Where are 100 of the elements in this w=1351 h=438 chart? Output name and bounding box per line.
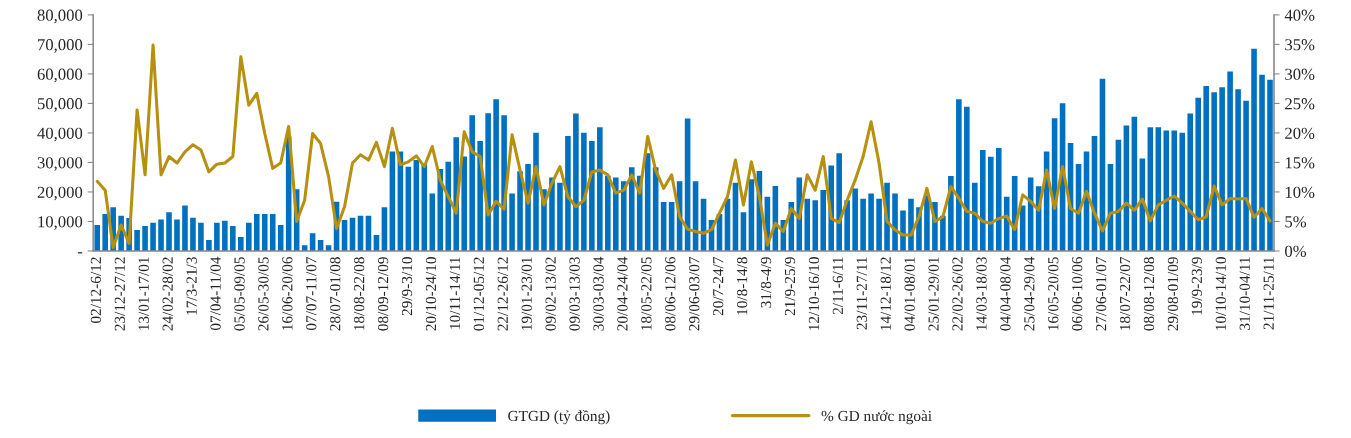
bar <box>1163 130 1170 251</box>
x-tick-label: 2/11-6/11 <box>832 257 844 315</box>
y2-tick-label: 30% <box>1285 68 1315 80</box>
y2-tick-label: 15% <box>1285 157 1315 169</box>
x-tick-label: 08/06-12/06 <box>665 256 676 331</box>
y-tick-label: 10,000 <box>38 216 83 230</box>
x-tick-label: 08/08-12/08 <box>1143 257 1155 331</box>
y2-tick-label: 0% <box>1285 245 1307 257</box>
bar <box>900 210 906 251</box>
bar <box>1195 97 1201 251</box>
bar <box>876 198 882 251</box>
bar <box>804 198 811 251</box>
x-tick-label: 08/09-12/09 <box>377 257 389 331</box>
bar <box>980 150 986 251</box>
y-tick-label: - <box>77 252 83 254</box>
bar <box>995 147 1002 251</box>
bar <box>1003 196 1010 251</box>
x-tick-label: 02/12-6/12 <box>90 257 102 323</box>
bar <box>158 219 164 251</box>
y-tick-label: 50,000 <box>37 98 83 112</box>
bar <box>485 113 491 251</box>
bar <box>150 222 156 251</box>
bar <box>597 127 603 251</box>
x-tick-label: 22/12-26/12 <box>497 257 508 331</box>
x-tick-label: 21/11-25/11 <box>1263 257 1274 330</box>
x-tick-label: 23/12-27/12 <box>114 257 125 331</box>
x-tick-label: 12/10-16/10 <box>808 257 820 330</box>
x-tick-label: 04/04-08/04 <box>1000 256 1011 331</box>
y2-tick-label: 10% <box>1285 186 1315 198</box>
x-tick-label: 16/05-20/05 <box>1048 257 1059 330</box>
bar <box>269 214 276 251</box>
x-tick-label: 18/08-22/08 <box>354 257 365 330</box>
x-tick-label: 23/11-27/11 <box>856 257 867 330</box>
x-tick-label: 13/01-17/01 <box>138 257 149 330</box>
bar <box>589 140 595 251</box>
bar <box>261 214 268 251</box>
bar <box>987 156 994 251</box>
x-tick-label: 07/04-11/04 <box>210 256 221 331</box>
x-tick-label: 10/11-14/11 <box>449 257 461 329</box>
bar <box>461 156 467 251</box>
x-tick-label: 17/3-21/3 <box>186 257 197 315</box>
bar <box>437 168 444 251</box>
x-tick-label: 20/04-24/04 <box>617 256 628 331</box>
legend-label: GTGD (tỷ đồng) <box>508 409 610 425</box>
bar <box>142 225 148 251</box>
x-tick-label: 06/06-10/06 <box>1072 256 1083 331</box>
x-tick-label: 20/10-24/10 <box>425 257 437 331</box>
x-tick-label: 04/01-08/01 <box>904 257 915 331</box>
bar <box>1251 48 1257 251</box>
bar <box>94 225 100 251</box>
bar <box>1235 89 1241 251</box>
bar <box>214 222 220 251</box>
bar <box>198 222 204 251</box>
legend-label: % GD nước ngoài <box>821 410 932 425</box>
y-tick-label: 60,000 <box>37 68 83 83</box>
x-tick-label: 25/01-29/01 <box>928 257 939 331</box>
x-tick-label: 01/12-05/12 <box>473 257 484 331</box>
bar <box>581 132 587 251</box>
bar <box>820 189 827 251</box>
x-tick-label: 09/03-13/03 <box>569 257 580 331</box>
x-tick-label: 14/12-18/12 <box>880 257 891 330</box>
x-tick-label: 10/8-14/8 <box>736 257 748 315</box>
bar <box>956 99 962 251</box>
y-tick-label: 80,000 <box>37 9 83 24</box>
bar <box>493 99 499 251</box>
bar <box>253 214 260 251</box>
bar <box>246 222 252 251</box>
bar <box>102 214 108 251</box>
x-tick-label: 28/07-01/08 <box>330 257 341 331</box>
x-tick-label: 19/01-23/01 <box>521 257 532 330</box>
x-tick-label: 10/10-14/10 <box>1215 257 1226 330</box>
x-tick-label: 19/9-23/9 <box>1191 257 1203 315</box>
x-tick-label: 26/05-30/05 <box>258 257 269 331</box>
y2-tick-label: 5% <box>1285 216 1307 228</box>
bar <box>836 153 842 251</box>
x-tick-label: 31/10-04/11 <box>1239 257 1250 330</box>
bar <box>924 195 930 251</box>
bar <box>166 212 172 251</box>
bar <box>972 182 978 251</box>
x-tick-label: 29/06-03/07 <box>689 256 700 331</box>
x-tick-label: 31/8-4/9 <box>760 257 772 308</box>
x-tick-label: 14/03-18/03 <box>976 257 987 330</box>
bar <box>613 177 619 251</box>
bar <box>1187 113 1194 251</box>
bar <box>1259 74 1265 251</box>
bar <box>852 188 858 251</box>
x-tick-label: 05/05-09/05 <box>234 257 245 331</box>
bar <box>230 225 236 251</box>
x-tick-label: 20/7-24/7 <box>713 256 724 316</box>
bar <box>445 161 452 251</box>
y-tick-label: 20,000 <box>37 186 83 201</box>
y-tick-label: 40,000 <box>37 127 83 142</box>
x-tick-label: 18/07-22/07 <box>1119 256 1131 330</box>
bar <box>565 135 571 251</box>
y2-tick-label: 35% <box>1285 39 1315 51</box>
y2-tick-label: 20% <box>1285 127 1315 139</box>
bar <box>182 205 188 251</box>
bar <box>1203 86 1209 251</box>
y-tick-label: 70,000 <box>38 39 83 53</box>
bar <box>190 217 196 251</box>
